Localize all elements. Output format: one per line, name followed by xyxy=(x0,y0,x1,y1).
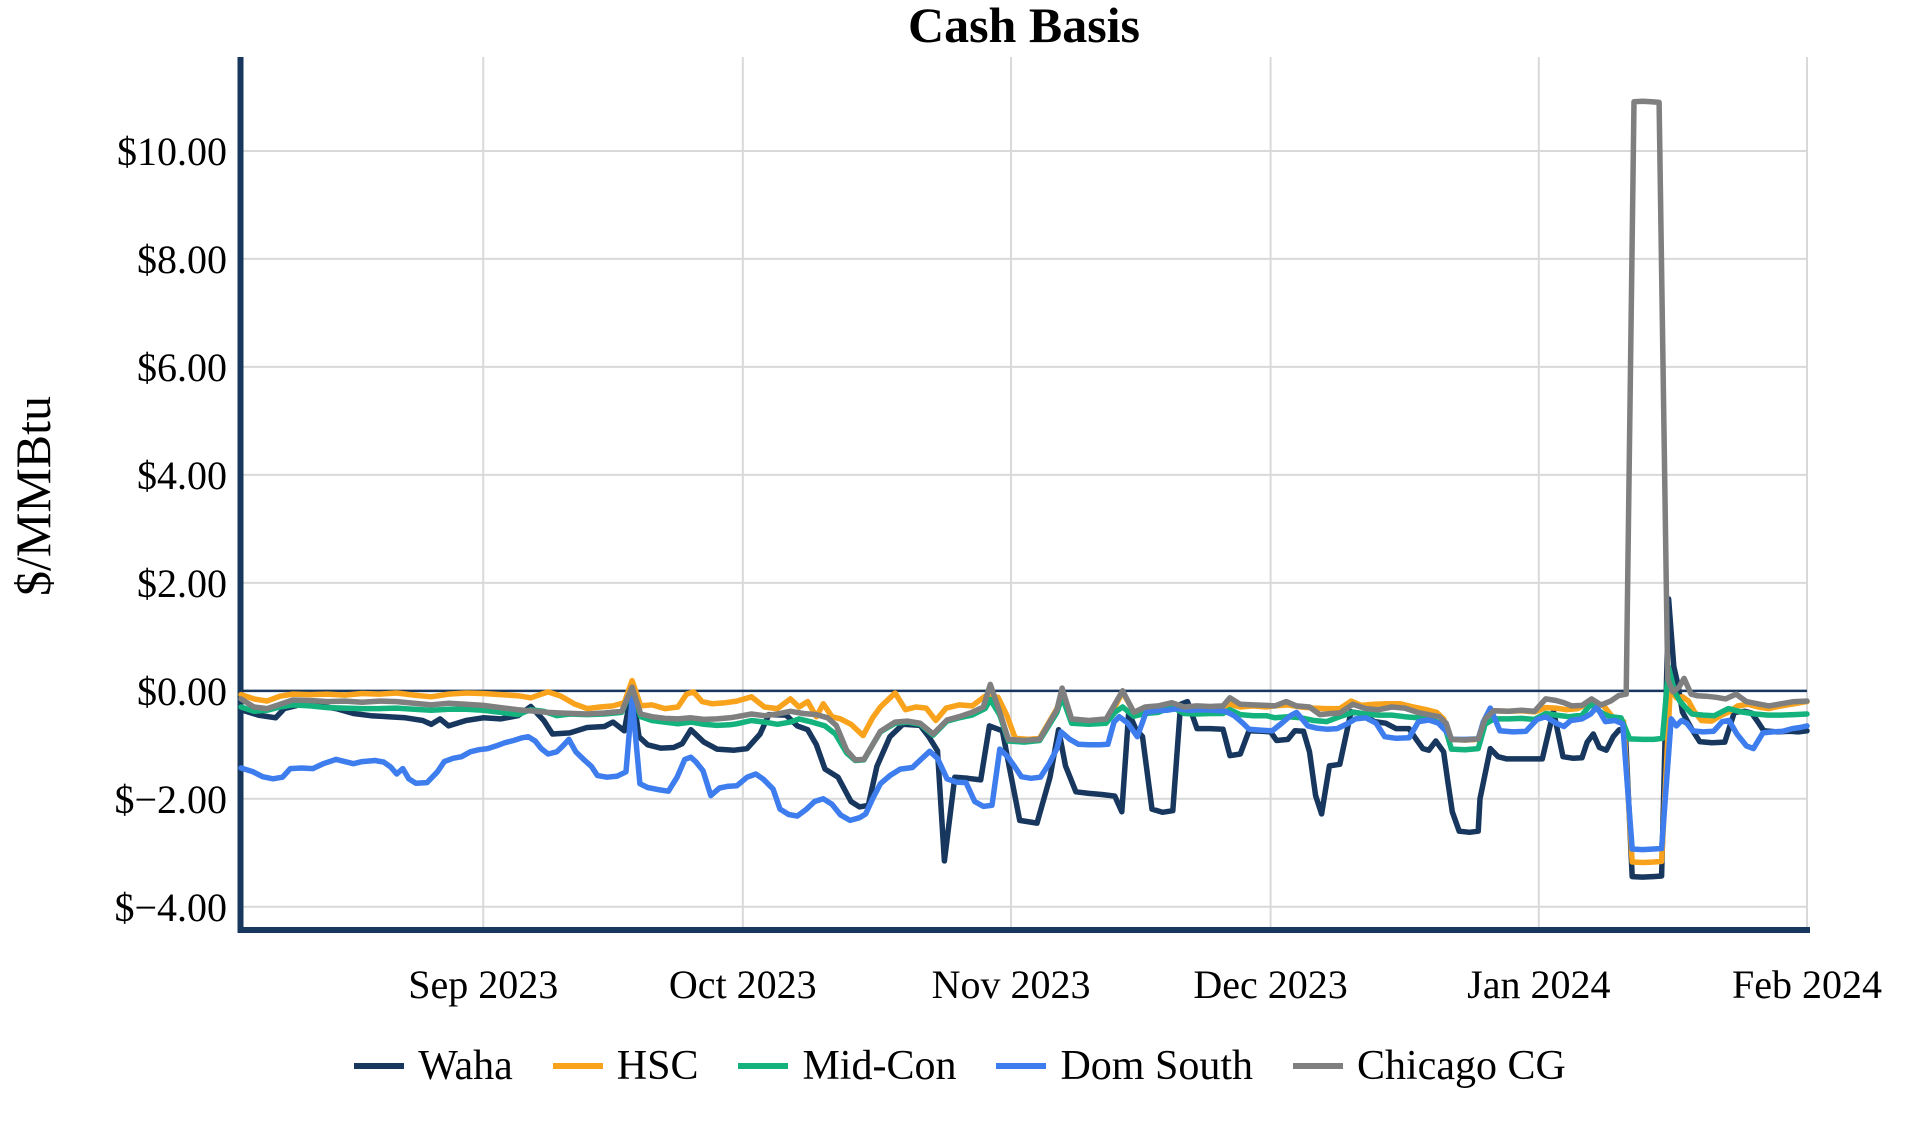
legend-item-mid-con: Mid-Con xyxy=(738,1045,956,1087)
x-tick-label: Oct 2023 xyxy=(669,962,817,1007)
y-tick-label: $10.00 xyxy=(117,129,227,174)
y-tick-label: $2.00 xyxy=(137,561,227,606)
legend-swatch xyxy=(996,1063,1047,1069)
legend-item-chicago-cg: Chicago CG xyxy=(1293,1045,1566,1087)
y-tick-label: $0.00 xyxy=(137,669,227,714)
legend-label: HSC xyxy=(616,1043,699,1089)
x-tick-label: Jan 2024 xyxy=(1467,962,1610,1007)
legend-item-hsc: HSC xyxy=(552,1043,699,1089)
series-line-mid-con xyxy=(238,664,1810,764)
legend-item-dom-south: Dom South xyxy=(996,1045,1253,1087)
series-line-chicago-cg xyxy=(238,98,1810,763)
y-tick-label: $−2.00 xyxy=(114,777,227,822)
legend-label: Waha xyxy=(418,1043,513,1089)
x-tick-label: Feb 2024 xyxy=(1732,962,1882,1007)
y-tick-label: $4.00 xyxy=(137,453,227,498)
legend-label: Dom South xyxy=(1060,1043,1253,1089)
legend-swatch xyxy=(552,1063,603,1069)
legend-label: Mid-Con xyxy=(802,1043,957,1089)
legend-swatch xyxy=(1293,1063,1343,1069)
x-tick-label: Sep 2023 xyxy=(408,962,558,1007)
y-tick-label: $6.00 xyxy=(137,345,227,390)
series-line-dom-south xyxy=(238,696,1810,853)
legend-swatch xyxy=(738,1063,789,1069)
x-tick-label: Dec 2023 xyxy=(1193,962,1347,1007)
y-tick-label: $−4.00 xyxy=(114,885,227,930)
legend-item-waha: Waha xyxy=(354,1045,513,1087)
legend-swatch xyxy=(354,1063,405,1069)
chart-legend: Waha HSC Mid-Con Dom South Chicago CG xyxy=(0,1036,1920,1096)
legend-label: Chicago CG xyxy=(1357,1043,1566,1089)
chart-title: Cash Basis xyxy=(907,0,1141,53)
series-line-waha xyxy=(238,596,1810,880)
x-tick-label: Nov 2023 xyxy=(932,962,1091,1007)
y-tick-label: $8.00 xyxy=(137,237,227,282)
